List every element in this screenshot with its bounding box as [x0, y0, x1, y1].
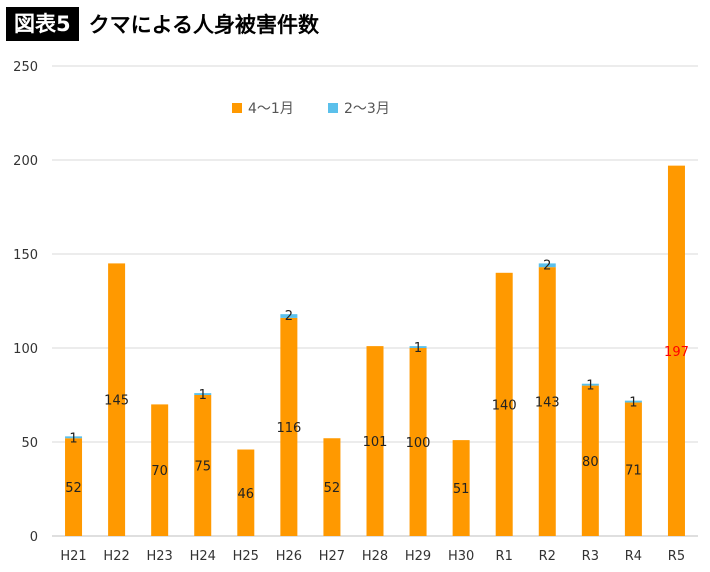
bar-segment-apr-jan — [280, 317, 298, 536]
x-tick-label: R4 — [625, 549, 642, 564]
data-label: 143 — [535, 396, 560, 411]
chart-title: クマによる人身被害件数 — [88, 13, 319, 37]
y-tick-label: 0 — [30, 530, 38, 545]
x-tick-label: R3 — [582, 549, 599, 564]
legend-label: 4～1月 — [248, 101, 294, 117]
data-label: 100 — [406, 436, 431, 451]
bar-segment-feb-mar — [194, 393, 212, 395]
data-label: 52 — [65, 481, 82, 496]
bar-segment-feb-mar — [581, 383, 599, 386]
legend-swatch-apr-jan — [232, 103, 242, 113]
bar-segment-feb-mar — [538, 263, 556, 268]
x-tick-label: H24 — [190, 549, 216, 564]
x-tick-label: H23 — [147, 549, 173, 564]
data-label: 145 — [104, 394, 129, 409]
bar-segment-apr-jan — [65, 438, 83, 536]
x-tick-label: R1 — [496, 549, 513, 564]
legend-label: 2～3月 — [344, 101, 390, 117]
bar-segment-apr-jan — [409, 348, 427, 536]
data-label: 70 — [151, 464, 168, 479]
data-label: 1 — [629, 396, 637, 411]
legend-swatch-feb-mar — [328, 103, 338, 113]
y-tick-label: 150 — [13, 248, 38, 263]
x-tick-label: H27 — [319, 549, 345, 564]
bar-segment-apr-jan — [194, 395, 212, 536]
data-label: 2 — [285, 309, 293, 324]
data-label: 197 — [664, 345, 689, 360]
data-label: 75 — [194, 460, 211, 475]
data-label: 52 — [324, 481, 341, 496]
data-label: 51 — [453, 482, 470, 497]
bar-segment-apr-jan — [366, 346, 384, 536]
data-label: 1 — [586, 379, 594, 394]
figure-badge: 図表5 — [6, 7, 79, 41]
bar-segment-feb-mar — [65, 436, 83, 439]
y-tick-label: 200 — [13, 154, 38, 169]
bar-segment-apr-jan — [151, 404, 169, 536]
bar-segment-apr-jan — [495, 272, 513, 536]
x-tick-label: H21 — [60, 549, 86, 564]
bar-segment-apr-jan — [237, 449, 255, 536]
x-tick-label: R5 — [668, 549, 685, 564]
x-tick-label: H30 — [448, 549, 474, 564]
x-tick-label: H25 — [233, 549, 259, 564]
chart-header: 図表5 クマによる人身被害件数 — [6, 6, 319, 42]
bar-segment-apr-jan — [452, 440, 470, 536]
bar-segment-apr-jan — [323, 438, 341, 536]
bar-segment-feb-mar — [280, 314, 298, 318]
data-label: 46 — [238, 487, 255, 502]
data-label: 1 — [199, 388, 207, 403]
data-label: 140 — [492, 398, 517, 413]
x-tick-label: H28 — [362, 549, 388, 564]
x-tick-label: H22 — [103, 549, 129, 564]
y-tick-label: 50 — [21, 436, 38, 451]
bar-segment-apr-jan — [667, 165, 685, 536]
data-label: 71 — [625, 463, 642, 478]
y-tick-label: 100 — [13, 342, 38, 357]
data-label: 2 — [543, 258, 551, 273]
y-tick-label: 250 — [13, 60, 38, 75]
x-tick-label: H29 — [405, 549, 431, 564]
x-tick-label: H26 — [276, 549, 302, 564]
bar-segment-apr-jan — [108, 263, 126, 536]
x-tick-label: R2 — [539, 549, 556, 564]
data-label: 80 — [582, 455, 599, 470]
data-label: 101 — [363, 435, 388, 450]
data-label: 1 — [414, 341, 422, 356]
bar-segment-feb-mar — [409, 346, 427, 348]
bar-segment-apr-jan — [538, 267, 556, 536]
data-label: 116 — [276, 421, 301, 436]
data-label: 1 — [69, 431, 77, 446]
bar-segment-feb-mar — [624, 400, 642, 403]
bar-segment-apr-jan — [624, 402, 642, 536]
bar-segment-apr-jan — [581, 385, 599, 536]
